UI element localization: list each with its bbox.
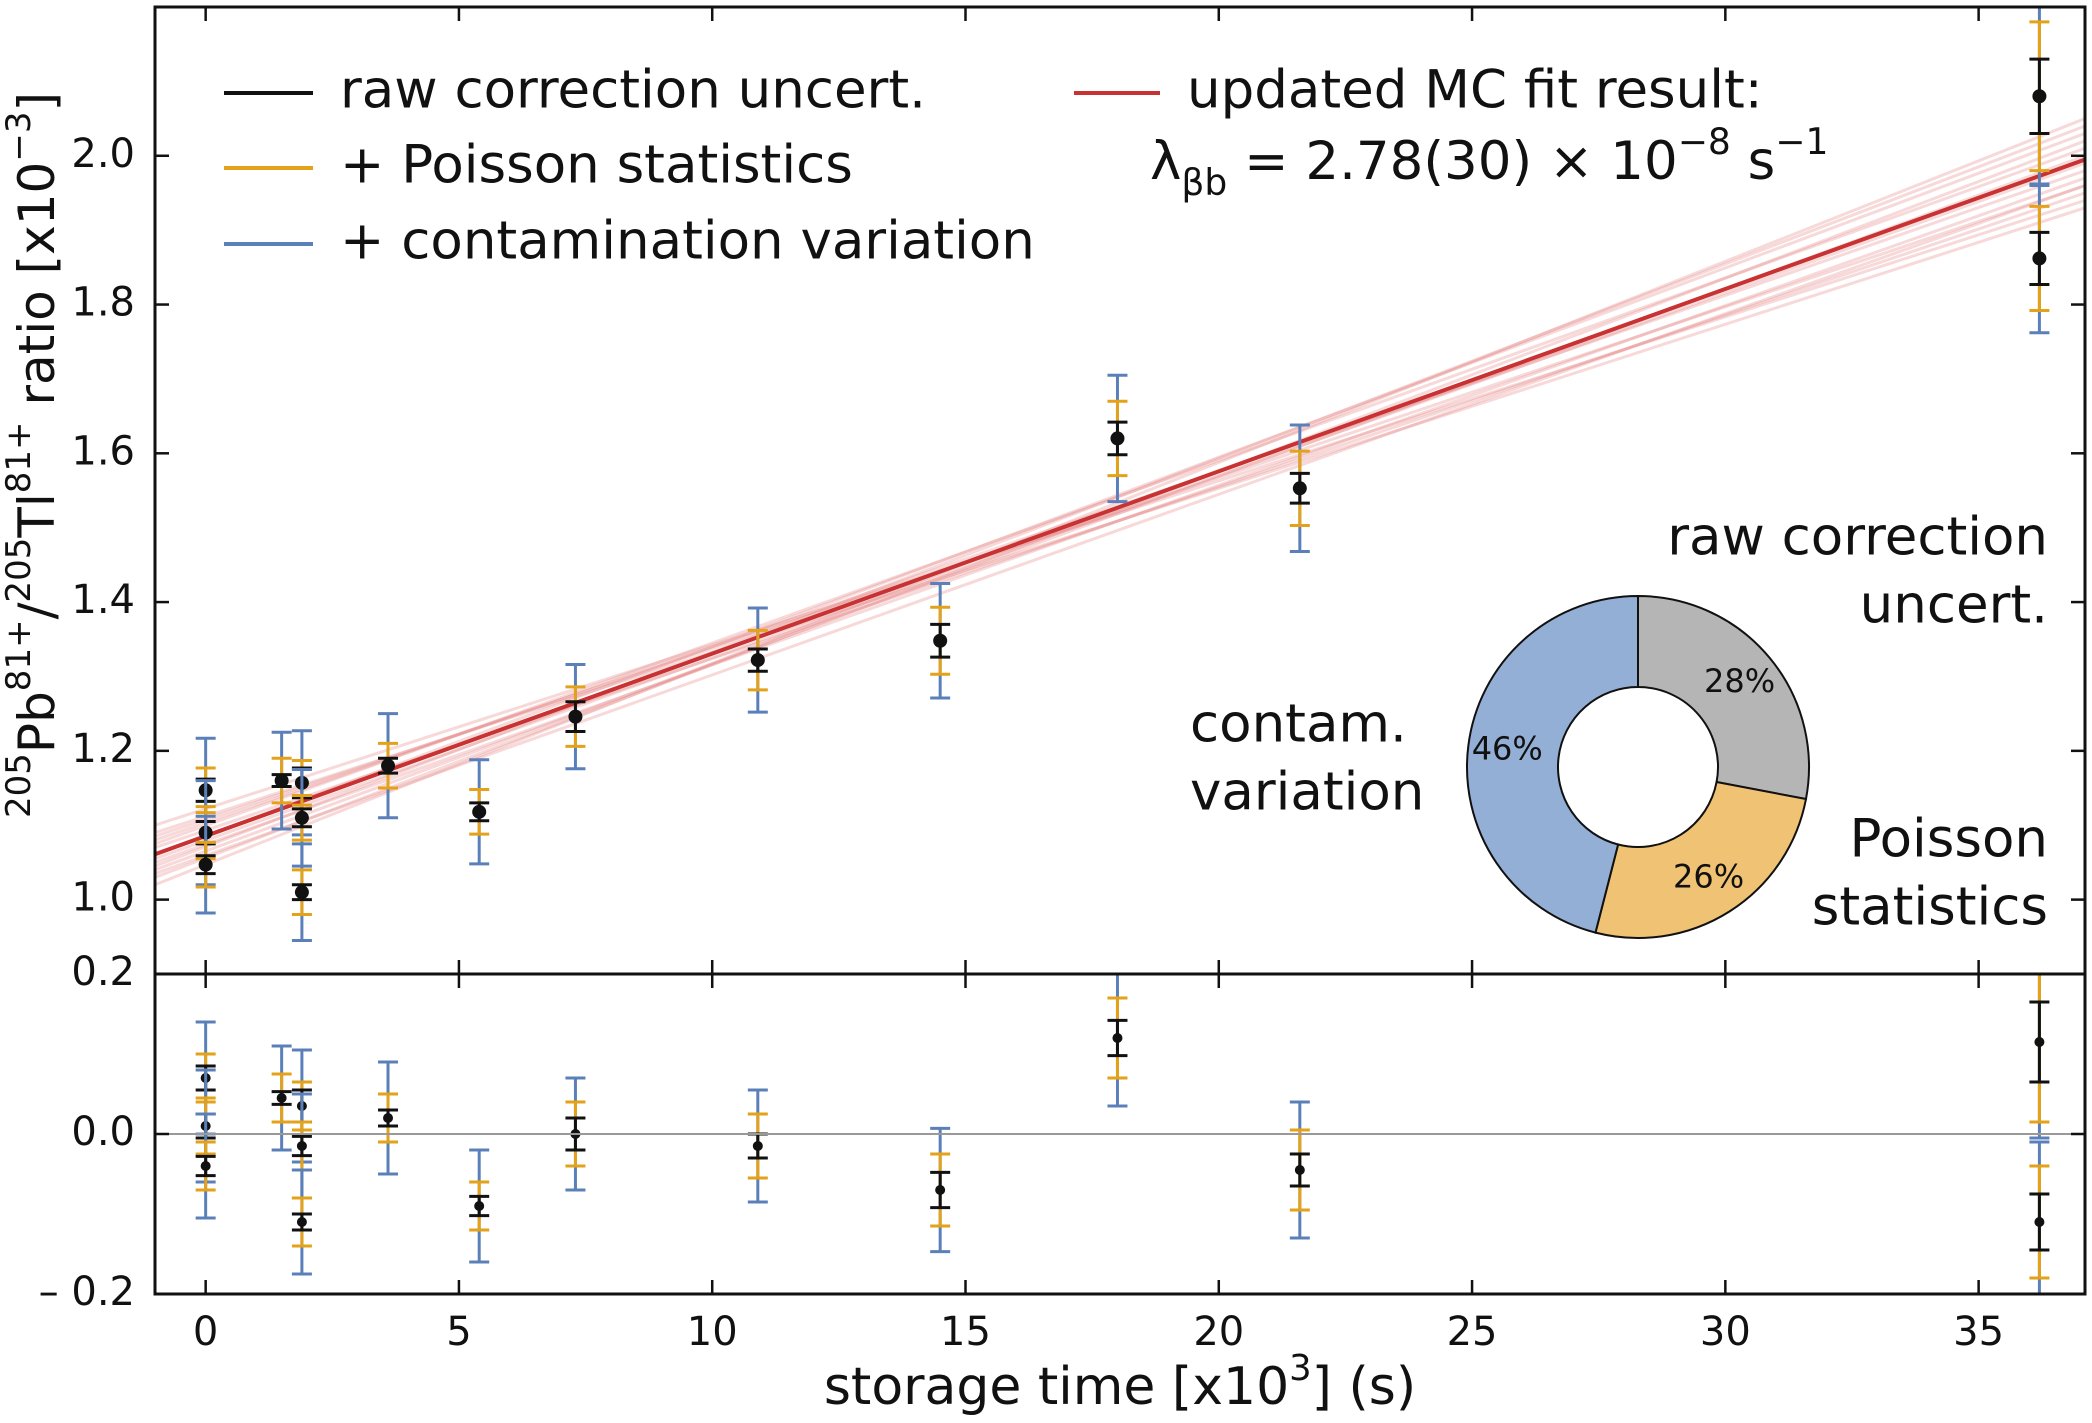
x-axis-label: storage time [x103] (s) bbox=[824, 1348, 1416, 1418]
mc-sample-line bbox=[155, 198, 2085, 827]
data-point bbox=[472, 804, 487, 819]
data-point bbox=[1110, 431, 1125, 446]
data-point bbox=[381, 758, 396, 773]
text-part: 205 bbox=[0, 753, 39, 818]
data-point bbox=[1292, 481, 1307, 496]
slice-value-label: 28% bbox=[1704, 662, 1775, 700]
y-tick-label: 0.2 bbox=[71, 949, 135, 995]
main-plot bbox=[155, 7, 2085, 943]
donut-slice bbox=[1465, 594, 1639, 934]
mc-sample-line bbox=[155, 132, 2085, 857]
x-tick-label: 0 bbox=[193, 1309, 218, 1355]
residual-point bbox=[200, 1161, 211, 1171]
data-point bbox=[198, 857, 213, 872]
text-part: ] (s) bbox=[1312, 1357, 1416, 1417]
fit-result-label: λβb = 2.78(30) × 10−8 s−1 bbox=[1150, 122, 1828, 204]
data-point bbox=[750, 653, 765, 668]
legend-label: + Poisson statistics bbox=[340, 135, 853, 196]
donut-slice bbox=[1594, 780, 1808, 940]
data-point bbox=[2032, 89, 2047, 104]
slice-value-label: 46% bbox=[1472, 729, 1543, 767]
y-tick-label: 1.4 bbox=[71, 577, 135, 623]
text-part: s bbox=[1731, 131, 1775, 192]
text-part: −8 bbox=[1678, 122, 1731, 163]
slice-label: uncert. bbox=[1860, 575, 2048, 636]
x-tick-label: 30 bbox=[1700, 1309, 1751, 1355]
x-tick-label: 25 bbox=[1447, 1309, 1498, 1355]
mc-sample-line bbox=[155, 124, 2085, 868]
residual-point bbox=[752, 1141, 763, 1151]
legend-label: raw correction uncert. bbox=[340, 60, 926, 121]
text-part: λ bbox=[1150, 131, 1181, 192]
data-point bbox=[2032, 251, 2047, 266]
y-tick-label: 0.0 bbox=[71, 1109, 135, 1155]
residual-point bbox=[935, 1185, 946, 1195]
text-part: = 2.78(30) × 10 bbox=[1227, 131, 1677, 192]
text-part: 3 bbox=[1289, 1348, 1312, 1389]
legend-label: updated MC fit result: bbox=[1187, 60, 1763, 121]
data-point bbox=[274, 773, 289, 788]
residual-point bbox=[383, 1113, 394, 1123]
mc-sample-line bbox=[155, 146, 2085, 846]
y-tick-label: 2.0 bbox=[71, 131, 135, 177]
text-part: 81+ bbox=[0, 421, 39, 493]
data-point bbox=[294, 810, 309, 825]
slice-label: contam. bbox=[1190, 694, 1407, 755]
text-part: storage time [x10 bbox=[824, 1357, 1289, 1417]
legend-label: + contamination variation bbox=[340, 211, 1035, 272]
fit-line bbox=[155, 157, 2085, 857]
mc-sample-line bbox=[155, 206, 2085, 835]
y-tick-label: – 0.2 bbox=[39, 1269, 135, 1315]
text-part: βb bbox=[1181, 163, 1227, 204]
text-part: / bbox=[8, 602, 66, 619]
text-part: −1 bbox=[1775, 122, 1828, 163]
mc-sample-line bbox=[155, 176, 2085, 864]
y-tick-label: 1.6 bbox=[71, 428, 135, 474]
data-point bbox=[294, 885, 309, 900]
x-tick-label: 35 bbox=[1953, 1309, 2004, 1355]
y-tick-label: 1.2 bbox=[71, 726, 135, 772]
mc-sample-line bbox=[155, 139, 2085, 879]
slice-label: statistics bbox=[1812, 877, 2048, 938]
residual-point bbox=[2034, 1037, 2045, 1047]
residual-point bbox=[1112, 1033, 1123, 1043]
text-part: −3 bbox=[0, 112, 39, 162]
text-part: Pb bbox=[8, 691, 66, 753]
x-tick-label: 10 bbox=[687, 1309, 738, 1355]
slice-label: variation bbox=[1190, 762, 1424, 823]
residual-point bbox=[2034, 1217, 2045, 1227]
text-part: ] bbox=[8, 92, 66, 112]
donut-slice bbox=[1637, 594, 1810, 801]
residual-plot bbox=[195, 974, 2050, 1294]
mc-sample-line bbox=[155, 161, 2085, 861]
text-part: 81+ bbox=[0, 619, 39, 691]
slice-label: Poisson bbox=[1850, 809, 2048, 870]
x-tick-label: 5 bbox=[446, 1309, 471, 1355]
residual-point bbox=[474, 1201, 485, 1211]
residual-point bbox=[1294, 1165, 1305, 1175]
text-part: Tl bbox=[8, 493, 66, 538]
slice-label: raw correction bbox=[1667, 507, 2048, 568]
x-tick-label: 20 bbox=[1193, 1309, 1244, 1355]
data-point bbox=[933, 633, 948, 648]
residual-point bbox=[296, 1141, 307, 1151]
text-part: ratio [x10 bbox=[8, 162, 66, 422]
y-tick-label: 1.8 bbox=[71, 280, 135, 326]
residual-point bbox=[276, 1093, 287, 1103]
slice-value-label: 26% bbox=[1673, 857, 1744, 895]
residual-point bbox=[296, 1217, 307, 1227]
y-axis-label: 205Pb81+/205Tl81+ ratio [x10−3] bbox=[0, 92, 66, 818]
x-tick-label: 15 bbox=[940, 1309, 991, 1355]
y-tick-label: 1.0 bbox=[71, 875, 135, 921]
text-part: 205 bbox=[0, 538, 39, 603]
data-point bbox=[568, 709, 583, 724]
mc-sample-line bbox=[155, 184, 2085, 838]
